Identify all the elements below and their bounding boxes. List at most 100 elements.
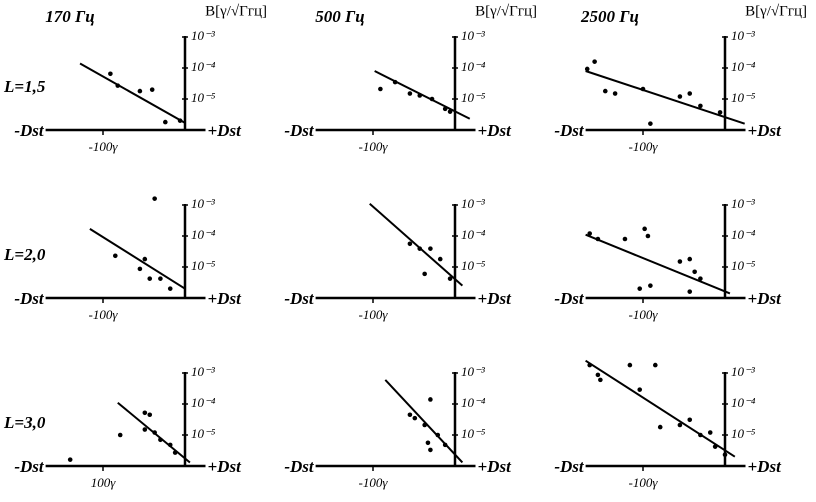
data-point xyxy=(587,362,592,368)
x-tick-label: -100γ xyxy=(89,307,119,322)
data-point xyxy=(687,91,693,96)
x-axis-right-label: +Dst xyxy=(208,289,243,308)
data-point xyxy=(584,66,590,72)
y-tick-label: 10⁻³ xyxy=(731,28,756,43)
y-tick-label: 10⁻³ xyxy=(191,364,216,379)
y-tick-label: 10⁻⁴ xyxy=(461,59,486,74)
data-point xyxy=(147,276,153,281)
x-axis-left-label: -Dst xyxy=(554,121,585,140)
row-label: L=1,5 xyxy=(3,77,46,96)
data-point xyxy=(422,271,427,277)
data-point xyxy=(602,88,608,94)
data-point xyxy=(152,196,157,201)
data-point xyxy=(677,94,683,99)
trend-line xyxy=(369,202,464,287)
data-point xyxy=(707,430,713,435)
y-tick-label: 10⁻⁵ xyxy=(731,90,756,105)
data-point xyxy=(378,86,383,92)
y-tick-label: 10⁻³ xyxy=(731,364,756,379)
panel-title: 2500 Гц xyxy=(580,7,639,26)
data-point xyxy=(595,236,601,242)
x-axis-left-label: -Dst xyxy=(554,289,585,308)
data-point xyxy=(117,432,123,438)
data-point xyxy=(113,253,118,259)
y-tick-label: 10⁻⁴ xyxy=(731,59,756,74)
trend-line xyxy=(374,70,471,120)
y-tick-label: 10⁻⁵ xyxy=(461,90,486,105)
data-point xyxy=(698,276,703,281)
data-point xyxy=(108,71,113,77)
data-point xyxy=(648,283,653,288)
data-point xyxy=(687,417,693,423)
data-point xyxy=(177,118,183,123)
data-point xyxy=(428,246,433,251)
data-point xyxy=(167,442,173,448)
y-tick-label: 10⁻³ xyxy=(461,196,486,211)
x-tick-label: -100γ xyxy=(629,139,659,154)
x-tick-label: -100γ xyxy=(629,307,659,322)
y-tick-label: 10⁻⁵ xyxy=(191,258,216,273)
trend-line xyxy=(79,62,186,124)
data-point xyxy=(137,88,143,94)
row-label: L=3,0 xyxy=(3,413,46,432)
data-point xyxy=(677,422,683,428)
y-tick-label: 10⁻⁴ xyxy=(461,227,486,242)
data-point xyxy=(152,430,157,435)
data-point xyxy=(417,93,423,98)
x-axis-left-label: -Dst xyxy=(284,121,315,140)
y-tick-label: 10⁻³ xyxy=(191,28,216,43)
data-point xyxy=(637,387,643,392)
data-point xyxy=(147,412,153,418)
data-point xyxy=(137,266,143,272)
data-point xyxy=(412,415,418,421)
data-point xyxy=(595,372,601,378)
x-axis-left-label: -Dst xyxy=(14,457,45,476)
data-point xyxy=(637,286,643,291)
trend-line xyxy=(89,228,186,290)
data-point xyxy=(158,437,163,443)
data-point xyxy=(149,87,155,92)
data-point xyxy=(163,119,168,125)
y-tick-label: 10⁻⁴ xyxy=(191,59,216,74)
data-point xyxy=(612,91,618,96)
data-point xyxy=(627,362,633,368)
y-tick-label: 10⁻³ xyxy=(461,28,486,43)
y-axis-label: B[γ/√Ггц] xyxy=(205,3,267,19)
x-tick-label: -100γ xyxy=(359,139,389,154)
data-point xyxy=(592,59,597,64)
x-tick-label: -100γ xyxy=(359,307,389,322)
data-point xyxy=(428,447,433,453)
data-point xyxy=(622,236,628,242)
data-point xyxy=(687,289,693,294)
data-point xyxy=(442,442,448,448)
data-point xyxy=(67,457,73,462)
data-point xyxy=(167,286,173,291)
trend-line xyxy=(384,379,464,464)
data-point xyxy=(142,410,148,416)
data-point xyxy=(422,422,427,428)
trend-line xyxy=(585,233,731,295)
data-point xyxy=(698,432,703,438)
x-axis-right-label: +Dst xyxy=(208,121,243,140)
data-point xyxy=(598,377,603,383)
data-point xyxy=(447,276,453,281)
data-point xyxy=(442,106,448,112)
data-point xyxy=(392,79,398,85)
data-point xyxy=(657,424,663,430)
data-point xyxy=(645,233,651,239)
y-tick-label: 10⁻⁴ xyxy=(731,395,756,410)
data-point xyxy=(648,121,653,126)
data-point xyxy=(437,256,443,262)
panel-title: 500 Гц xyxy=(315,7,364,26)
x-axis-right-label: +Dst xyxy=(208,457,243,476)
x-axis-right-label: +Dst xyxy=(748,457,783,476)
data-point xyxy=(435,432,441,438)
y-tick-label: 10⁻⁵ xyxy=(191,426,216,441)
x-axis-right-label: +Dst xyxy=(478,457,513,476)
data-point xyxy=(142,256,148,262)
trend-line xyxy=(585,359,736,458)
data-point xyxy=(407,241,413,247)
x-axis-right-label: +Dst xyxy=(748,289,783,308)
y-tick-label: 10⁻³ xyxy=(731,196,756,211)
